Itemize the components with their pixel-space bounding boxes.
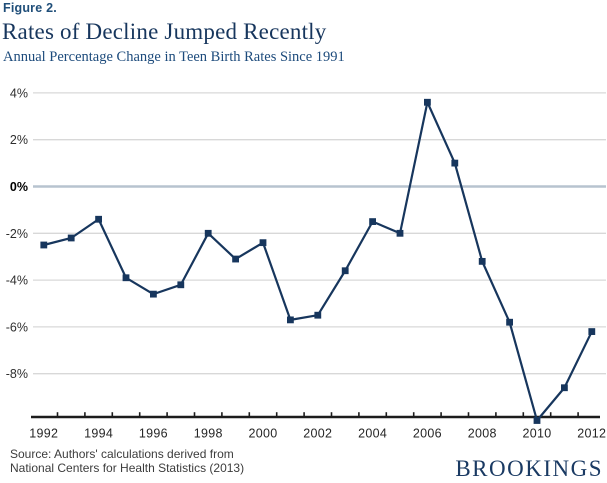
data-point bbox=[451, 159, 459, 167]
data-point bbox=[204, 229, 212, 237]
data-point bbox=[259, 239, 267, 247]
x-axis-tick-label: 1998 bbox=[194, 427, 223, 441]
data-point bbox=[232, 255, 239, 263]
source-note: Source: Authors' calculations derived fr… bbox=[10, 447, 244, 475]
x-axis-tick-label: 2006 bbox=[413, 427, 442, 441]
y-axis-tick-label: -2% bbox=[6, 227, 28, 241]
y-axis-tick-label: -6% bbox=[6, 320, 28, 334]
data-point bbox=[424, 98, 431, 106]
data-point bbox=[314, 311, 322, 319]
data-point bbox=[588, 328, 596, 335]
x-axis-tick-label: 1994 bbox=[84, 427, 113, 441]
x-axis-tick-label: 2010 bbox=[522, 427, 551, 441]
x-axis-tick-label: 2002 bbox=[303, 427, 332, 441]
source-line-1: Source: Authors' calculations derived fr… bbox=[10, 447, 234, 461]
data-point bbox=[67, 234, 75, 242]
data-point bbox=[369, 218, 376, 225]
data-point bbox=[561, 384, 568, 392]
brookings-wordmark: BROOKINGS bbox=[455, 456, 603, 481]
data-point bbox=[95, 215, 102, 223]
chart-subtitle: Annual Percentage Change in Teen Birth R… bbox=[3, 49, 345, 65]
x-axis-tick-label: 2008 bbox=[468, 427, 497, 441]
x-axis-tick-label: 1996 bbox=[139, 427, 168, 441]
y-axis-tick-label: -8% bbox=[6, 367, 28, 381]
x-axis-tick-label: 2000 bbox=[248, 427, 277, 441]
y-axis-tick-label: 4% bbox=[10, 86, 28, 100]
y-axis-tick-label: -4% bbox=[6, 274, 28, 288]
data-point bbox=[287, 316, 294, 324]
chart-title: Rates of Decline Jumped Recently bbox=[2, 19, 327, 44]
data-point bbox=[478, 257, 486, 265]
data-point bbox=[533, 417, 541, 424]
data-point bbox=[341, 267, 349, 275]
data-point bbox=[122, 274, 130, 282]
source-line-2: National Centers for Health Statistics (… bbox=[10, 461, 245, 475]
y-axis-tick-label: 0% bbox=[10, 180, 28, 194]
x-axis-tick-label: 2012 bbox=[577, 427, 606, 441]
y-axis-tick-label: 2% bbox=[10, 133, 28, 147]
data-point bbox=[40, 241, 48, 249]
data-point bbox=[177, 281, 185, 289]
figure-label: Figure 2. bbox=[3, 1, 57, 15]
data-point bbox=[396, 229, 404, 237]
data-point bbox=[150, 290, 157, 298]
x-axis-tick-label: 1992 bbox=[29, 427, 58, 441]
data-point bbox=[506, 318, 513, 326]
x-axis-tick-label: 2004 bbox=[358, 427, 387, 441]
data-line bbox=[43, 101, 593, 422]
